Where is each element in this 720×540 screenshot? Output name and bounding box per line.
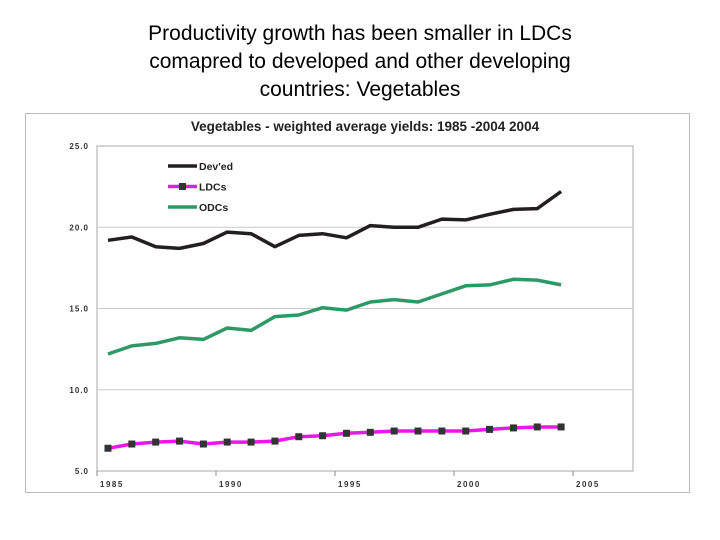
chart-title: Vegetables - weighted average yields: 19… — [191, 119, 540, 134]
data-point-marker — [199, 440, 207, 448]
data-point-marker — [462, 427, 470, 435]
data-point-marker — [176, 437, 184, 445]
data-point-marker — [366, 428, 374, 436]
data-point-marker — [486, 425, 494, 433]
x-tick-label: 1995 — [338, 480, 362, 489]
data-point-marker — [414, 427, 422, 435]
data-point-marker — [438, 427, 446, 435]
data-point-marker — [557, 423, 565, 431]
data-point-marker — [342, 429, 350, 437]
data-point-marker — [152, 438, 160, 446]
y-tick-label: 5.0 — [75, 467, 89, 476]
data-point-marker — [533, 423, 541, 431]
y-tick-label: 10.0 — [69, 386, 89, 395]
legend-marker — [179, 183, 186, 190]
x-tick-label: 2005 — [576, 480, 600, 489]
legend-label: ODCs — [199, 202, 228, 214]
data-point-marker — [104, 444, 112, 452]
series-line-ldcs — [107, 425, 562, 451]
slide-title: Productivity growth has been smaller in … — [60, 20, 660, 104]
slide-title-line: countries: Vegetables — [259, 78, 461, 101]
data-point-marker — [271, 437, 279, 445]
data-point-marker — [295, 433, 303, 441]
x-tick-label: 1985 — [100, 480, 124, 489]
legend-label: LDCs — [199, 182, 227, 194]
series-line-odcs — [107, 277, 562, 356]
data-point-marker — [128, 440, 136, 448]
slide-title-line: comapred to developed and other developi… — [149, 50, 571, 73]
data-point-marker — [509, 424, 517, 432]
data-point-marker — [390, 427, 398, 435]
legend-label: Dev'ed — [199, 161, 233, 173]
chart-frame — [25, 113, 690, 493]
slide-title-line: Productivity growth has been smaller in … — [148, 22, 572, 45]
x-tick-label: 1990 — [219, 480, 243, 489]
y-tick-label: 20.0 — [69, 223, 89, 232]
data-point-marker — [247, 438, 255, 446]
data-point-marker — [223, 438, 231, 446]
y-tick-label: 25.0 — [69, 142, 89, 151]
series-line-deved — [107, 190, 563, 251]
y-tick-label: 15.0 — [69, 305, 89, 314]
data-point-marker — [319, 432, 327, 440]
x-tick-label: 2000 — [457, 480, 481, 489]
